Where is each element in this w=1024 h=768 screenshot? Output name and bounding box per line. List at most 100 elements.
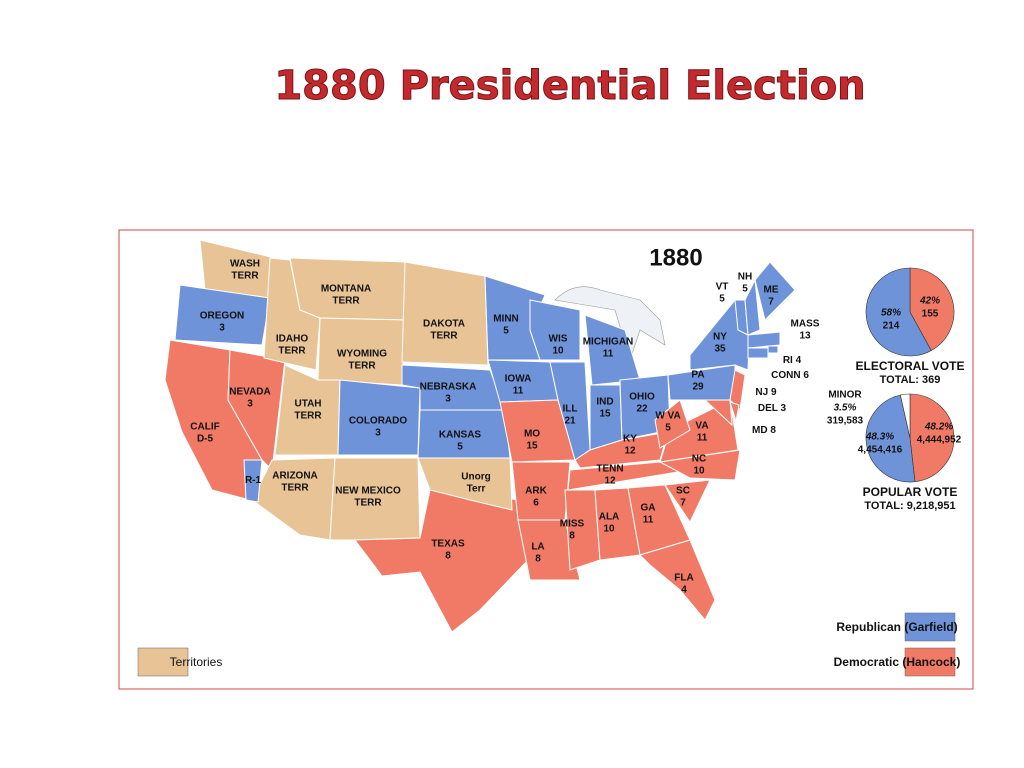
region-label: NJ 9 xyxy=(755,387,777,398)
region xyxy=(747,331,781,349)
region-sub: TERR xyxy=(231,271,259,282)
legend-label: Democratic (Hancock) xyxy=(834,655,961,669)
region-name: MONTANA xyxy=(321,284,371,295)
pie-slice xyxy=(865,267,932,357)
map-year: 1880 xyxy=(649,244,702,271)
region-name: ARIZONA xyxy=(272,471,318,482)
region-name: VA xyxy=(695,421,708,432)
region-votes: 3 xyxy=(247,399,253,410)
region-name: UTAH xyxy=(294,399,321,410)
region-name: DAKOTA xyxy=(423,319,465,330)
region-name: GA xyxy=(641,503,656,514)
pie-percent: 48.3% xyxy=(865,432,894,443)
region-name: SC xyxy=(676,486,690,497)
region-name: COLORADO xyxy=(349,416,408,427)
region xyxy=(243,459,263,503)
region-name: MO xyxy=(524,429,540,440)
region-votes: 5 xyxy=(665,423,671,434)
region xyxy=(659,399,739,463)
pie-percent: 3.5% xyxy=(834,403,857,414)
region-votes: 5 xyxy=(719,294,725,305)
region-votes: 11 xyxy=(697,433,708,444)
region-label: MD 8 xyxy=(752,425,776,436)
pie-percent: 42% xyxy=(919,296,940,307)
region-votes: 4 xyxy=(681,585,687,596)
region-name: MASS xyxy=(791,319,820,330)
region-name: PA xyxy=(691,370,704,381)
region-name: MISS xyxy=(560,519,585,530)
region-votes: 11 xyxy=(643,515,654,526)
pie-slice xyxy=(909,393,955,483)
region-sub: TERR xyxy=(278,346,306,357)
region-votes: 3 xyxy=(781,403,787,414)
region xyxy=(754,261,796,321)
region xyxy=(767,345,779,354)
pie-slice xyxy=(900,393,911,439)
region-name: MICHIGAN xyxy=(583,337,634,348)
legend-swatch xyxy=(904,647,956,677)
region-name: NEW MEXICO xyxy=(335,486,401,497)
region xyxy=(639,539,716,621)
region-name: TENN xyxy=(596,464,623,475)
region-name: KY xyxy=(623,434,637,445)
region xyxy=(417,457,513,511)
region-name: CONN xyxy=(771,370,800,381)
region-votes: 5 xyxy=(742,284,748,295)
region-name: IDAHO xyxy=(276,334,308,345)
pie-percent: 58% xyxy=(881,308,901,319)
pie-total: TOTAL: 369 xyxy=(880,374,941,386)
region-name: OHIO xyxy=(629,392,655,403)
pie-title: ELECTORAL VOTE xyxy=(856,359,965,373)
region-name: ALA xyxy=(599,512,620,523)
region-votes: 12 xyxy=(624,446,636,457)
region-sub: TERR xyxy=(281,483,309,494)
pie-percent: 48.2% xyxy=(924,422,953,433)
region-label: RI 4 xyxy=(783,355,802,366)
region-name: TEXAS xyxy=(431,539,465,550)
region-votes: 11 xyxy=(513,386,524,397)
region-label: DEL 3 xyxy=(758,403,787,414)
region-votes: 3 xyxy=(375,428,381,439)
pie-title: POPULAR VOTE xyxy=(863,485,958,499)
total-value: 9,218,951 xyxy=(907,500,956,512)
region-name: NC xyxy=(692,454,706,465)
total-label: TOTAL: xyxy=(880,374,919,386)
region-sub: TERR xyxy=(348,361,376,372)
region-votes: 10 xyxy=(693,466,705,477)
region-name: ILL xyxy=(563,404,578,415)
region-votes: 10 xyxy=(552,346,564,357)
region xyxy=(729,401,740,422)
region-label: CONN 6 xyxy=(771,370,809,381)
region-votes: 35 xyxy=(714,344,726,355)
pie-slice xyxy=(909,267,955,351)
region xyxy=(747,347,769,359)
region-votes: 6 xyxy=(803,370,809,381)
region-name: Unorg xyxy=(461,472,490,483)
region xyxy=(664,479,711,524)
region-name: RI xyxy=(783,355,793,366)
region xyxy=(729,369,746,412)
region-votes: 3 xyxy=(219,323,225,334)
region-label: R-1 xyxy=(245,475,262,486)
region-sub: Terr xyxy=(467,484,486,495)
pie-votes: 155 xyxy=(922,309,939,320)
region-votes: 8 xyxy=(770,425,776,436)
region-sub: TERR xyxy=(332,296,360,307)
region-votes: 8 xyxy=(535,554,541,565)
region-sub: D-5 xyxy=(197,434,214,445)
region-name: ME xyxy=(764,285,779,296)
pie-slice xyxy=(865,394,916,483)
pie-votes: 214 xyxy=(883,321,900,332)
region-name: NEBRASKA xyxy=(420,382,477,393)
region-votes: 5 xyxy=(503,326,509,337)
region-votes: 7 xyxy=(768,297,774,308)
pie-votes: 4,454,416 xyxy=(858,445,903,456)
region-name: NH xyxy=(738,272,752,283)
region-sub: TERR xyxy=(354,498,382,509)
region-votes: 6 xyxy=(533,498,539,509)
region-votes: 5 xyxy=(457,442,463,453)
region-votes: 4 xyxy=(796,355,802,366)
total-value: 369 xyxy=(922,374,940,386)
region-votes: 7 xyxy=(680,498,686,509)
